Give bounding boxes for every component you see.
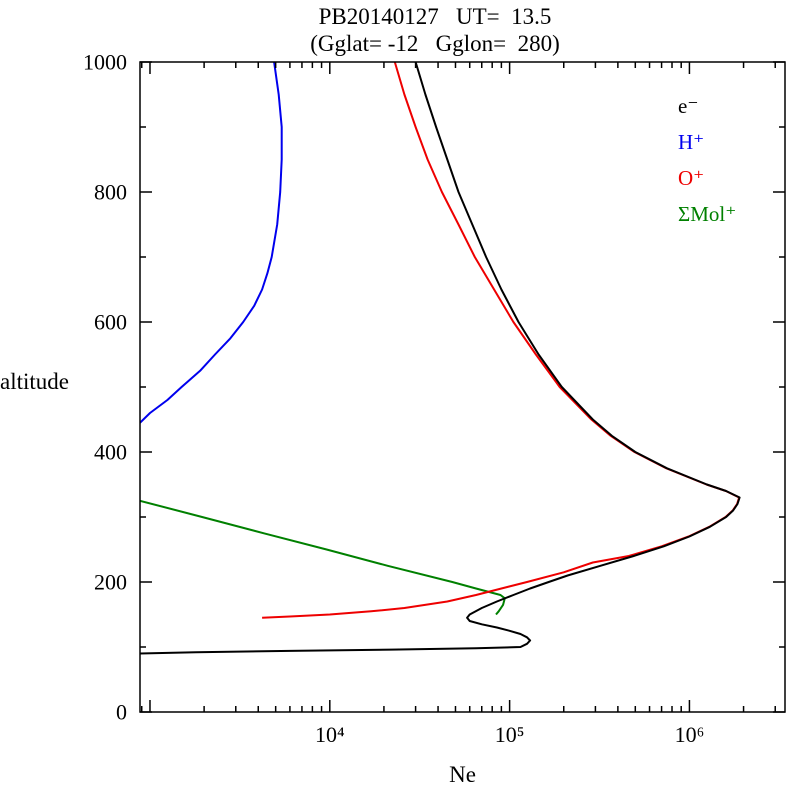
legend-item-o-plus: O⁺ xyxy=(678,166,705,190)
y-tick-label: 600 xyxy=(94,310,127,335)
series-H+ xyxy=(140,62,283,424)
y-tick-label: 200 xyxy=(94,570,127,595)
series-O+ xyxy=(262,62,741,619)
chart-title: PB20140127 UT= 13.5 xyxy=(318,4,552,29)
y-tick-label: 1000 xyxy=(83,50,127,75)
y-axis-label: altitude xyxy=(0,369,69,394)
legend-item-electron: e⁻ xyxy=(678,94,699,118)
y-tick-label: 0 xyxy=(116,700,127,725)
series-Mol+ xyxy=(140,499,506,616)
chart-subtitle: (Gglat= -12 Gglon= 280) xyxy=(310,31,560,56)
series-group xyxy=(140,62,741,655)
legend-item-h-plus: H⁺ xyxy=(678,130,705,154)
x-tick-label: 10⁶ xyxy=(675,722,705,747)
series-e- xyxy=(140,62,741,655)
x-tick-label: 10⁵ xyxy=(495,722,525,747)
legend-item-sum-mol-plus: ΣMol⁺ xyxy=(678,202,737,226)
x-tick-label: 10⁴ xyxy=(315,722,345,747)
x-axis-label: Ne xyxy=(449,762,476,787)
y-tick-label: 400 xyxy=(94,440,127,465)
legend: e⁻ H⁺ O⁺ ΣMol⁺ xyxy=(678,88,736,232)
y-tick-label: 800 xyxy=(94,180,127,205)
